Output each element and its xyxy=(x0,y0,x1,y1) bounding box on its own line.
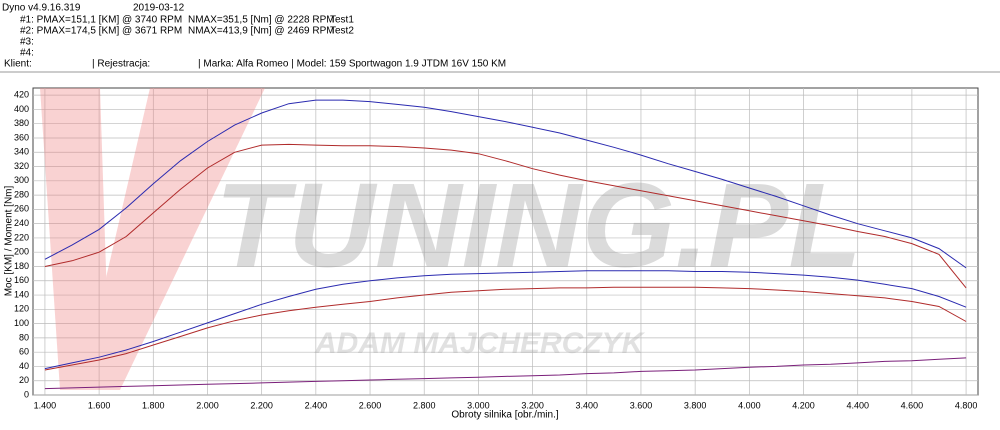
client: Klient: xyxy=(4,59,32,70)
y-tick-label: 380 xyxy=(14,118,29,128)
logo-text: TUNING.PL xyxy=(215,159,862,293)
y-tick-label: 40 xyxy=(19,361,29,371)
y-tick-label: 360 xyxy=(14,132,29,142)
x-tick-label: 3.200 xyxy=(521,400,544,410)
curve xyxy=(44,99,967,269)
x-tick-label: 3.800 xyxy=(684,400,707,410)
x-tick-label: 1.600 xyxy=(88,400,111,410)
x-tick-label: 4.000 xyxy=(738,400,761,410)
logo-subtext: ADAM MAJCHERCZYK xyxy=(314,327,646,360)
y-tick-label: 60 xyxy=(19,347,29,357)
y-tick-label: 400 xyxy=(14,104,29,114)
test-power: #1: PMAX=151,1 [KM] @ 3740 RPM xyxy=(20,15,182,26)
y-tick-label: 220 xyxy=(14,232,29,242)
y-tick-label: 20 xyxy=(19,375,29,385)
x-tick-label: 2.400 xyxy=(305,400,328,410)
test-torque: NMAX=413,9 [Nm] @ 2469 RPM xyxy=(188,26,335,37)
y-tick-label: 140 xyxy=(14,289,29,299)
logo-v xyxy=(40,88,110,390)
x-tick-label: 1.400 xyxy=(34,400,57,410)
vehicle: | Marka: Alfa Romeo | Model: 159 Sportwa… xyxy=(198,59,506,70)
software-version: Dyno v4.9.16.319 xyxy=(2,3,81,14)
registration: | Rejestracja: xyxy=(92,59,150,70)
x-tick-label: 4.600 xyxy=(901,400,924,410)
y-tick-label: 100 xyxy=(14,318,29,328)
watermark: TUNING.PL ADAM MAJCHERCZYK xyxy=(40,88,862,390)
x-tick-label: 2.600 xyxy=(359,400,382,410)
y-tick-label: 280 xyxy=(14,189,29,199)
x-tick-label: 3.600 xyxy=(630,400,653,410)
test-name: Test1 xyxy=(330,15,354,26)
y-tick-label: 420 xyxy=(14,90,29,100)
test-slot: #3: xyxy=(20,37,34,48)
y-tick-label: 120 xyxy=(14,304,29,314)
x-tick-label: 4.200 xyxy=(792,400,815,410)
y-tick-label: 0 xyxy=(24,389,29,399)
curve xyxy=(44,143,967,289)
y-tick-label: 160 xyxy=(14,275,29,285)
x-tick-label: 1.800 xyxy=(142,400,165,410)
y-tick-label: 180 xyxy=(14,261,29,271)
y-tick-label: 320 xyxy=(14,161,29,171)
grid xyxy=(33,88,978,396)
curve xyxy=(44,270,967,370)
y-tick-label: 80 xyxy=(19,332,29,342)
x-tick-label: 2.200 xyxy=(250,400,273,410)
x-tick-label: 2.800 xyxy=(413,400,436,410)
curve xyxy=(44,357,967,390)
x-tick-label: 3.000 xyxy=(467,400,490,410)
y-tick-label: 340 xyxy=(14,147,29,157)
y-tick-label: 260 xyxy=(14,204,29,214)
x-tick-label: 2.000 xyxy=(196,400,219,410)
x-tick-label: 3.400 xyxy=(576,400,599,410)
y-tick-label: 200 xyxy=(14,247,29,257)
curve xyxy=(44,286,967,371)
x-tick-label: 4.400 xyxy=(846,400,869,410)
y-axis-label: Moc [KM] / Moment [Nm] xyxy=(4,185,15,296)
test-slot: #4: xyxy=(20,48,34,59)
test-date: 2019-03-12 xyxy=(133,3,185,14)
test-torque: NMAX=351,5 [Nm] @ 2228 RPM xyxy=(188,15,335,26)
y-tick-label: 240 xyxy=(14,218,29,228)
test-power: #2: PMAX=174,5 [KM] @ 3671 RPM xyxy=(20,26,182,37)
x-axis-label: Obroty silnika [obr./min.] xyxy=(451,410,558,421)
logo-v xyxy=(80,88,265,390)
y-tick-label: 300 xyxy=(14,175,29,185)
test-name: Test2 xyxy=(330,26,354,37)
x-tick-label: 4.800 xyxy=(955,400,978,410)
